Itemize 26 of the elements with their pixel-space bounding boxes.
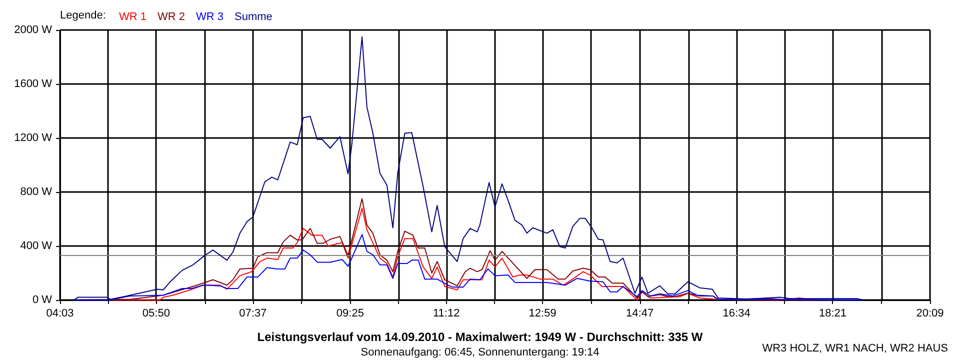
- x-tick-label: 20:09: [916, 308, 944, 320]
- x-tick-label: 14:47: [626, 308, 654, 320]
- text: WR 2: [158, 11, 185, 23]
- text: Leistungsverlauf vom 14.09.2010 - Maximalwert: 1949 W - Durchschnitt: 335 W: [257, 330, 704, 344]
- x-tick-label: 11:12: [433, 308, 460, 320]
- text: WR 3: [196, 11, 224, 23]
- y-tick-label: 400 W: [20, 240, 53, 252]
- legend-title: Legende:: [60, 10, 106, 22]
- x-tick-label: 12:59: [528, 308, 556, 320]
- line-series: [74, 36, 864, 300]
- x-tick-label: 04:03: [46, 308, 74, 320]
- y-tick-label: 1600 W: [14, 78, 53, 90]
- x-tick-label: 05:50: [142, 308, 170, 320]
- x-tick-label: 18:21: [818, 308, 846, 320]
- x-tick-label: 09:25: [336, 308, 364, 320]
- text: WR3 HOLZ, WR1 NACH, WR2 HAUS: [762, 342, 948, 354]
- text: Sonnenaufgang: 06:45, Sonnenuntergang: 19:14: [360, 346, 600, 358]
- x-tick-label: 07:37: [239, 308, 267, 320]
- y-tick-label: 1200 W: [14, 132, 53, 144]
- text: WR 1: [119, 11, 146, 23]
- text: Summe: [234, 11, 272, 23]
- y-tick-label: 0 W: [32, 294, 53, 306]
- line-series: [74, 234, 864, 300]
- y-tick-label: 2000 W: [14, 24, 53, 36]
- y-tick-label: 800 W: [20, 186, 53, 198]
- x-tick-label: 16:34: [722, 308, 750, 320]
